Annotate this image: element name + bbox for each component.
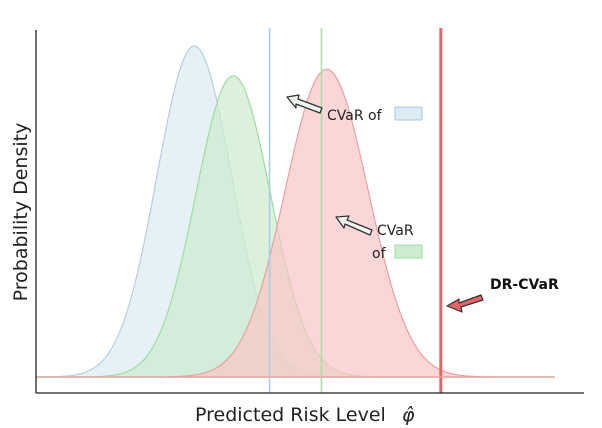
annotation-dr-cvar: DR-CVaR bbox=[446, 277, 559, 313]
annotation-cvar-green-swatch bbox=[394, 244, 423, 259]
annotation-cvar-green-text-line1: CVaR bbox=[377, 223, 414, 239]
y-axis-title: Probability Density bbox=[10, 123, 32, 302]
annotation-cvar-green: CVaR of bbox=[335, 215, 423, 262]
annotation-arrow-red bbox=[446, 294, 484, 313]
arrow-blue-shape bbox=[286, 94, 323, 114]
annotation-cvar-blue: CVaR of bbox=[286, 94, 423, 124]
annotation-arrow-blue bbox=[286, 94, 323, 114]
x-axis-symbol: φ̂ bbox=[402, 404, 415, 426]
arrow-green-shape bbox=[335, 215, 373, 236]
x-axis-title: Predicted Risk Level bbox=[195, 404, 386, 426]
annotation-dr-cvar-text: DR-CVaR bbox=[490, 277, 559, 293]
annotation-arrow-green bbox=[335, 215, 373, 236]
reference-lines bbox=[268, 28, 443, 393]
annotation-cvar-blue-swatch bbox=[394, 106, 423, 121]
annotation-cvar-blue-text: CVaR of bbox=[327, 108, 383, 124]
annotation-cvar-green-text-line2: of bbox=[372, 246, 387, 262]
arrow-red-shape bbox=[446, 294, 484, 313]
